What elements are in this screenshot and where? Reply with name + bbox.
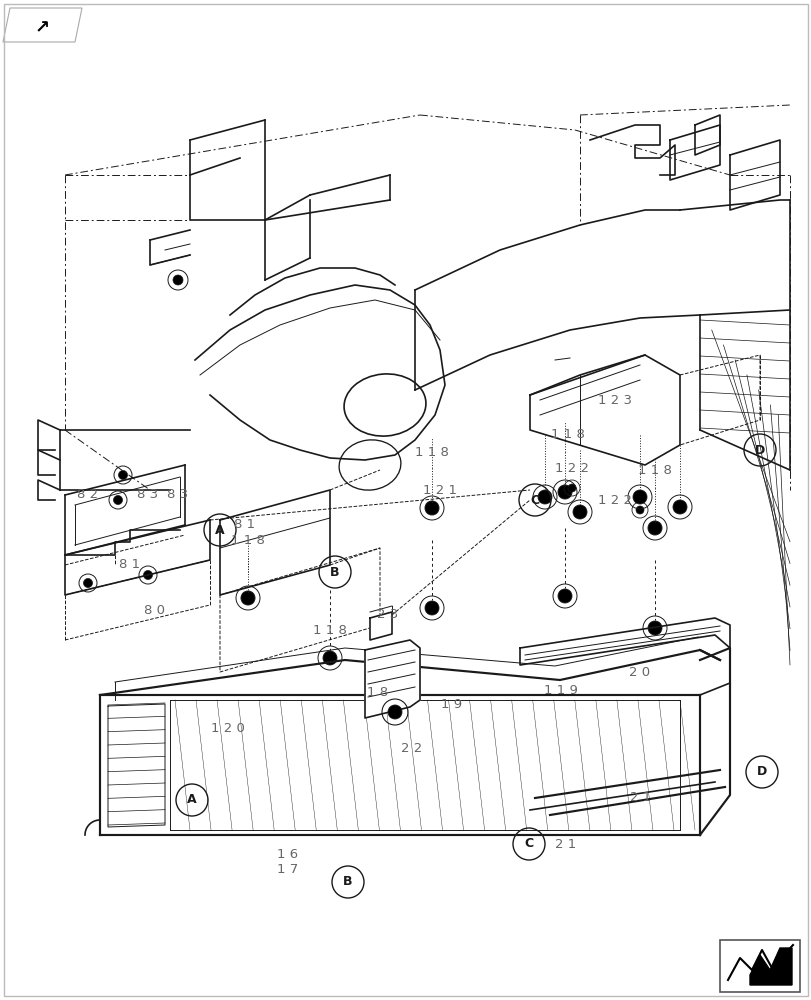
Text: 1 1 9: 1 1 9 [543,684,577,696]
Text: 1 2 3: 1 2 3 [597,393,631,406]
Text: 8 3: 8 3 [137,488,158,502]
Text: 1 2 2: 1 2 2 [554,462,588,475]
Circle shape [173,275,182,285]
Text: 2 1: 2 1 [629,791,650,804]
Circle shape [144,570,152,580]
Circle shape [647,521,661,535]
Text: 8 0: 8 0 [144,603,165,616]
Text: 1 1 8: 1 1 8 [551,428,584,442]
Text: 2 3: 2 3 [377,608,398,621]
Circle shape [241,591,255,605]
Circle shape [557,485,571,499]
Text: ↗: ↗ [34,19,49,37]
Circle shape [633,490,646,504]
Text: 1 1 8: 1 1 8 [637,464,672,477]
Text: 8 2: 8 2 [77,488,98,502]
Bar [719,940,799,992]
Text: 1 7: 1 7 [277,863,298,876]
Text: 1 2 2: 1 2 2 [597,493,631,506]
Polygon shape [370,612,392,640]
Text: 8 1: 8 1 [234,518,255,532]
Circle shape [557,589,571,603]
Circle shape [424,501,439,515]
Text: 1 8: 1 8 [367,686,388,700]
Text: 1 2 0: 1 2 0 [211,722,245,734]
Polygon shape [749,948,791,985]
Text: 1 2 1: 1 2 1 [423,484,457,496]
Text: A: A [215,524,225,536]
Text: 2 0: 2 0 [629,666,650,678]
Circle shape [635,506,643,514]
Text: A: A [187,793,196,806]
Text: 2 2: 2 2 [401,742,422,754]
Circle shape [388,705,401,719]
Text: 8 1: 8 1 [119,558,140,572]
Circle shape [84,578,92,587]
Circle shape [568,484,575,492]
Text: 1 1 8: 1 1 8 [313,624,346,637]
Text: C: C [524,837,533,850]
Circle shape [118,471,127,480]
Text: 2 1: 2 1 [555,838,576,851]
Circle shape [647,621,661,635]
Circle shape [424,601,439,615]
Text: 1 1 8: 1 1 8 [414,446,448,458]
Text: 8 3: 8 3 [167,488,188,502]
Text: D: D [756,765,766,778]
Polygon shape [365,640,419,718]
Text: 1 1 8: 1 1 8 [231,534,264,546]
Circle shape [323,651,337,665]
Text: B: B [330,566,339,578]
Circle shape [672,500,686,514]
Text: B: B [343,876,352,888]
Text: C: C [530,493,539,506]
Circle shape [538,490,551,504]
Text: 1 9: 1 9 [441,698,462,712]
Circle shape [573,505,586,519]
Text: 1 6: 1 6 [277,848,298,861]
Text: D: D [754,444,764,456]
Circle shape [114,495,122,504]
